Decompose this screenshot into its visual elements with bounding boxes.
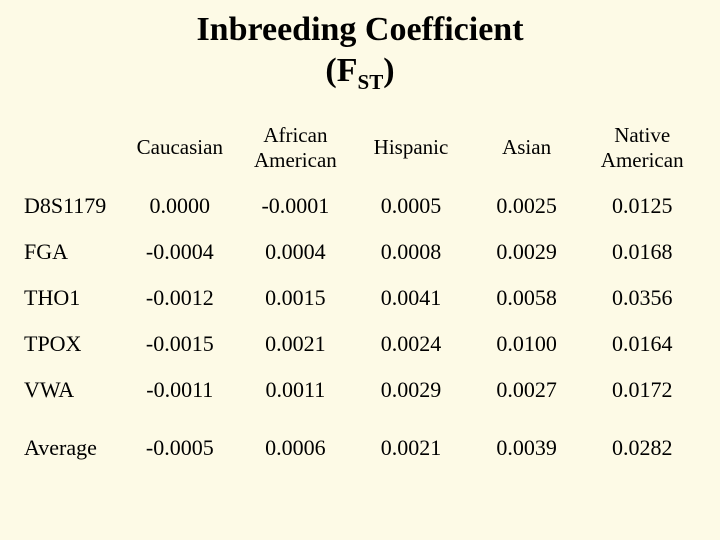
header-row: Caucasian African American Hispanic Asia…	[20, 113, 700, 183]
cell: 0.0029	[469, 229, 585, 275]
cell: 0.0058	[469, 275, 585, 321]
header-empty	[20, 113, 122, 183]
title-line2-post: )	[383, 52, 394, 89]
header-col-2: Hispanic	[353, 113, 469, 183]
average-label: Average	[20, 425, 122, 471]
cell: -0.0012	[122, 275, 238, 321]
cell: 0.0027	[469, 367, 585, 413]
cell: 0.0011	[238, 367, 354, 413]
table-row: FGA -0.0004 0.0004 0.0008 0.0029 0.0168	[20, 229, 700, 275]
cell: 0.0006	[238, 425, 354, 471]
cell: 0.0008	[353, 229, 469, 275]
average-row: Average -0.0005 0.0006 0.0021 0.0039 0.0…	[20, 425, 700, 471]
cell: -0.0015	[122, 321, 238, 367]
row-label: VWA	[20, 367, 122, 413]
cell: 0.0282	[584, 425, 700, 471]
cell: -0.0005	[122, 425, 238, 471]
slide: Inbreeding Coefficient (FST) Caucasian A…	[0, 0, 720, 540]
cell: 0.0004	[238, 229, 354, 275]
table-row: THO1 -0.0012 0.0015 0.0041 0.0058 0.0356	[20, 275, 700, 321]
cell: 0.0168	[584, 229, 700, 275]
cell: 0.0172	[584, 367, 700, 413]
cell: 0.0015	[238, 275, 354, 321]
row-label: D8S1179	[20, 183, 122, 229]
slide-title: Inbreeding Coefficient (FST)	[20, 10, 700, 95]
cell: 0.0021	[353, 425, 469, 471]
cell: 0.0025	[469, 183, 585, 229]
cell: 0.0100	[469, 321, 585, 367]
table-row: D8S1179 0.0000 -0.0001 0.0005 0.0025 0.0…	[20, 183, 700, 229]
cell: 0.0024	[353, 321, 469, 367]
cell: 0.0039	[469, 425, 585, 471]
cell: 0.0041	[353, 275, 469, 321]
header-col-1: African American	[238, 113, 354, 183]
header-col-3: Asian	[469, 113, 585, 183]
cell: 0.0005	[353, 183, 469, 229]
row-label: FGA	[20, 229, 122, 275]
row-label: THO1	[20, 275, 122, 321]
cell: -0.0001	[238, 183, 354, 229]
cell: 0.0021	[238, 321, 354, 367]
cell: -0.0011	[122, 367, 238, 413]
title-line1: Inbreeding Coefficient	[196, 11, 523, 48]
spacer-row	[20, 413, 700, 425]
cell: 0.0029	[353, 367, 469, 413]
table-row: TPOX -0.0015 0.0021 0.0024 0.0100 0.0164	[20, 321, 700, 367]
data-table: Caucasian African American Hispanic Asia…	[20, 113, 700, 471]
title-subscript: ST	[357, 70, 383, 94]
cell: 0.0164	[584, 321, 700, 367]
header-col-4: Native American	[584, 113, 700, 183]
title-line2-pre: (F	[325, 52, 357, 89]
cell: -0.0004	[122, 229, 238, 275]
row-label: TPOX	[20, 321, 122, 367]
table-row: VWA -0.0011 0.0011 0.0029 0.0027 0.0172	[20, 367, 700, 413]
cell: 0.0125	[584, 183, 700, 229]
cell: 0.0356	[584, 275, 700, 321]
header-col-0: Caucasian	[122, 113, 238, 183]
cell: 0.0000	[122, 183, 238, 229]
